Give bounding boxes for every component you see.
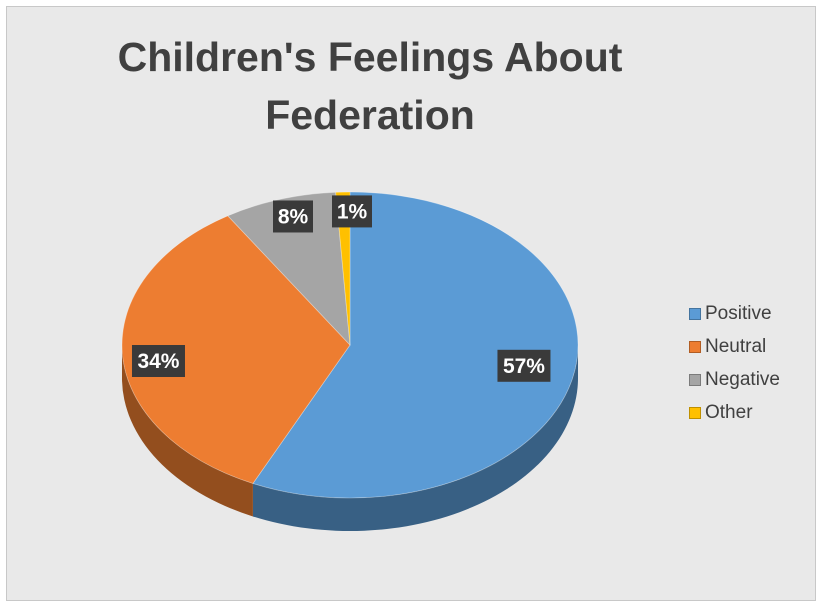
data-label-other: 1% — [332, 195, 372, 228]
pie-slice-other — [335, 191, 351, 346]
pie-slices — [121, 191, 579, 499]
legend-item-negative: Negative — [689, 369, 819, 391]
data-label-neutral: 34% — [131, 345, 185, 377]
legend-item-other: Other — [689, 402, 819, 424]
legend-swatch-neutral — [689, 341, 701, 353]
legend-swatch-other — [689, 407, 701, 419]
data-label-box — [497, 349, 551, 382]
data-label-text: 57% — [503, 355, 545, 378]
pie-side-positive — [252, 345, 579, 532]
pie-slice-positive — [252, 191, 579, 499]
pie-slice-negative — [227, 191, 351, 347]
data-labels: 57% 34% 8% 1% — [131, 195, 551, 382]
data-label-text: 1% — [337, 200, 368, 223]
legend: Positive Neutral Negative Other — [689, 303, 819, 435]
legend-label-negative: Negative — [705, 369, 780, 390]
data-label-box — [273, 200, 313, 233]
data-label-box — [131, 345, 185, 377]
data-label-negative: 8% — [273, 200, 313, 233]
legend-label-neutral: Neutral — [705, 336, 767, 357]
legend-item-positive: Positive — [689, 303, 819, 325]
legend-label-other: Other — [705, 402, 753, 423]
data-label-positive: 57% — [497, 349, 551, 382]
pie-side-neutral — [122, 345, 253, 517]
data-label-box — [332, 195, 372, 228]
legend-label-positive: Positive — [705, 303, 772, 324]
chart-title: Children's Feelings About Federation — [117, 34, 623, 138]
legend-item-neutral: Neutral — [689, 336, 819, 358]
pie-sides — [122, 345, 579, 532]
pie-slice-neutral — [121, 215, 351, 484]
legend-swatch-negative — [689, 374, 701, 386]
legend-swatch-positive — [689, 308, 701, 320]
data-label-text: 34% — [137, 350, 179, 373]
data-label-text: 8% — [278, 205, 309, 228]
